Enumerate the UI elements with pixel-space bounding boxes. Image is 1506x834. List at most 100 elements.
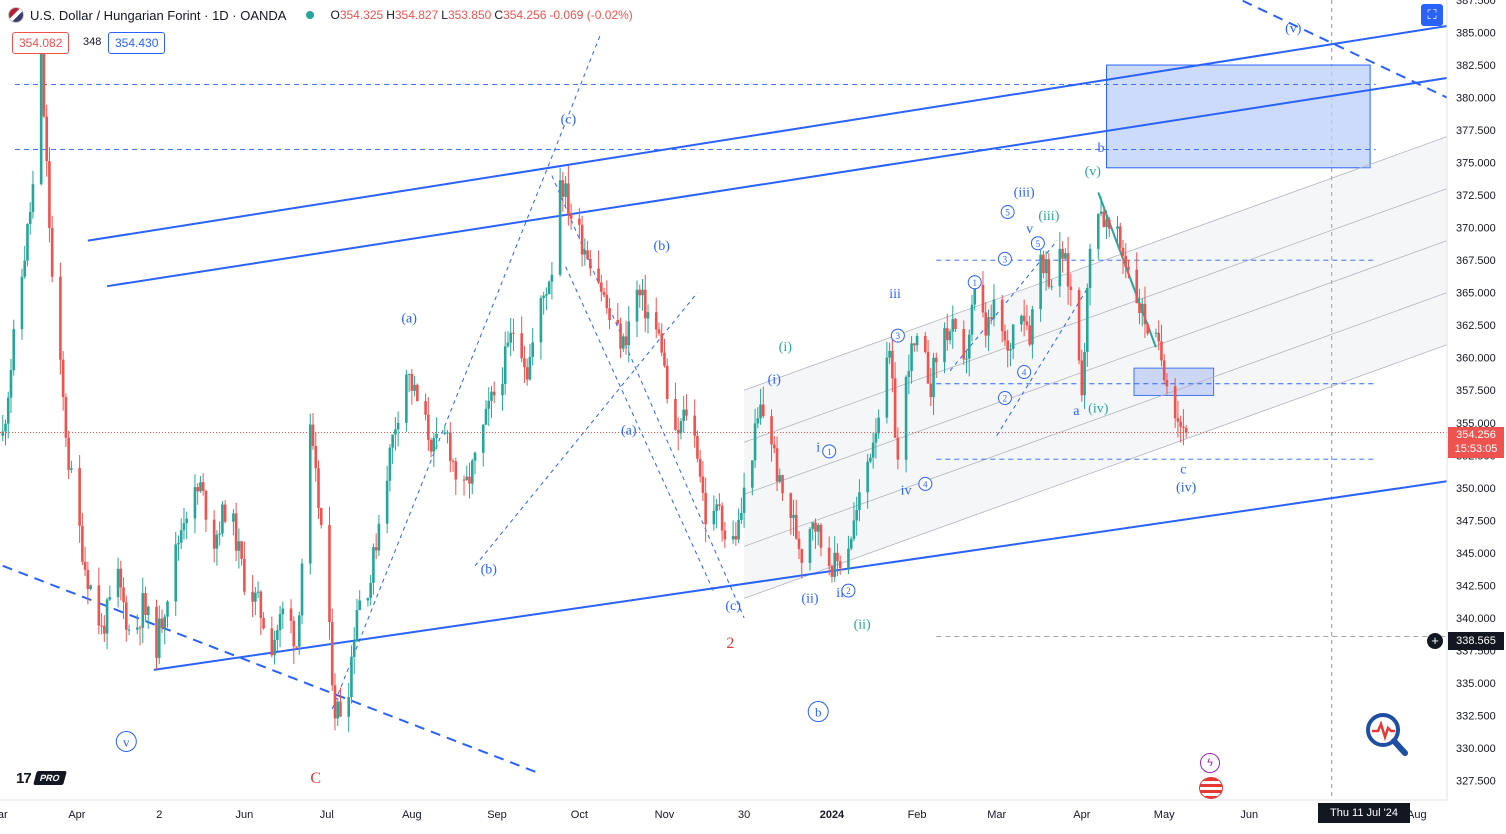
wave-circle-label: 3: [896, 331, 901, 341]
candle-body: [481, 424, 485, 453]
wave-label: (v): [1085, 165, 1102, 180]
candle-body: [83, 561, 87, 570]
time-tick-label: Feb: [908, 809, 927, 821]
candle-body: [240, 541, 243, 559]
candle-body: [138, 627, 142, 629]
candle-body: [237, 541, 241, 551]
upper-channel-2: [106, 77, 1448, 288]
candle-body: [970, 304, 974, 335]
candle-body: [473, 452, 477, 461]
candle-body: [61, 359, 65, 398]
candle-body: [443, 432, 447, 434]
candle-body: [292, 620, 296, 647]
wave-label: (a): [621, 423, 637, 438]
time-tick-label: Mar: [987, 809, 1006, 821]
high-value: H354.827: [386, 8, 439, 22]
candle-body: [792, 514, 795, 519]
candle-body: [270, 628, 274, 656]
candle-body: [501, 384, 504, 396]
candle-body: [86, 569, 90, 590]
fullscreen-icon[interactable]: ⛶: [1421, 4, 1443, 26]
candle-body: [317, 468, 320, 509]
crosshair-price-label: 338.565: [1448, 632, 1504, 650]
candle-body: [1138, 303, 1141, 314]
price-tick-label: 387.500: [1456, 0, 1496, 7]
candle-body: [567, 183, 570, 214]
price-axis: 387.500 385.000 382.500 380.000 377.500 375.0…: [1446, 0, 1506, 834]
wave-label: (ii): [854, 617, 871, 632]
candle-body: [1003, 331, 1007, 341]
candle-body: [89, 585, 92, 590]
brand-logo[interactable]: 17 PRO: [16, 770, 67, 787]
candle-body: [987, 317, 990, 336]
candle-body: [218, 533, 221, 535]
candle-body: [1121, 247, 1125, 256]
candle-body: [48, 161, 51, 229]
time-tick-label: Jun: [235, 809, 253, 821]
close-value: C354.256: [494, 8, 547, 22]
time-tick-label: 30: [738, 809, 750, 821]
candle-body: [273, 639, 276, 656]
candle-body: [1154, 332, 1158, 334]
ask-button[interactable]: 354.430: [108, 32, 166, 54]
price-tick-label: 360.000: [1456, 353, 1496, 365]
candle-body: [833, 552, 837, 577]
candle-body: [468, 476, 471, 484]
candle-body: [394, 429, 397, 435]
candle-body: [347, 697, 351, 717]
candle-body: [103, 625, 106, 634]
wave-channel-line: [743, 240, 1448, 495]
wave-channel-line: [743, 344, 1448, 599]
candle-body: [141, 593, 145, 628]
candle-body: [800, 549, 804, 563]
time-tick-label: Jul: [320, 809, 334, 821]
swing-dashed-line: [996, 279, 1094, 437]
candle-body: [893, 378, 897, 438]
candle-body: [663, 352, 666, 366]
wave-circle-label: 5: [1005, 208, 1010, 218]
candle-body: [654, 312, 658, 330]
candle-body: [550, 274, 554, 282]
candle-body: [388, 447, 392, 481]
candle-body: [720, 505, 724, 531]
candle-body: [531, 342, 534, 357]
spread-value: 348: [83, 36, 102, 48]
candle-body: [339, 701, 342, 717]
candle-body: [454, 461, 458, 480]
candle-body: [756, 418, 760, 424]
candle-body: [358, 600, 361, 611]
candle-body: [215, 534, 219, 549]
bid-button[interactable]: 354.082: [12, 32, 70, 54]
candle-body: [816, 524, 820, 532]
lightning-icon[interactable]: ϟ: [1200, 753, 1220, 773]
candle-body: [232, 513, 235, 522]
wave-label: b: [1098, 141, 1105, 156]
symbol-title[interactable]: U.S. Dollar / Hungarian Forint · 1D · OA…: [30, 7, 287, 23]
wave-label: a: [1073, 404, 1080, 419]
candle-body: [580, 224, 584, 255]
wave-labels-layer: (v)(c)b(v)(iii)(iii)v(b)iii(a)(i)(i)a (iv…: [115, 22, 1302, 787]
candle-body: [704, 492, 707, 525]
candle-body: [163, 616, 167, 628]
candle-body: [20, 276, 24, 330]
candle-body: [907, 371, 911, 377]
candle-body: [830, 565, 834, 577]
candle-body: [693, 415, 696, 436]
price-tick-label: 385.000: [1456, 28, 1496, 40]
candle-body: [157, 618, 161, 658]
candle-body: [369, 582, 372, 598]
wave-circle-marker: [841, 583, 856, 598]
candle-body: [751, 460, 754, 488]
us-flag-icon[interactable]: [1199, 777, 1223, 799]
candle-body: [561, 180, 565, 197]
candle-body: [770, 416, 773, 445]
candle-body: [352, 641, 356, 657]
candle-body: [855, 510, 858, 521]
candle-body: [1143, 303, 1147, 325]
candle-body: [564, 183, 567, 197]
wave-label: (b): [481, 563, 498, 578]
price-tick-label: 372.500: [1456, 190, 1496, 202]
candle-body: [547, 281, 551, 295]
plus-icon[interactable]: +: [1427, 633, 1443, 649]
